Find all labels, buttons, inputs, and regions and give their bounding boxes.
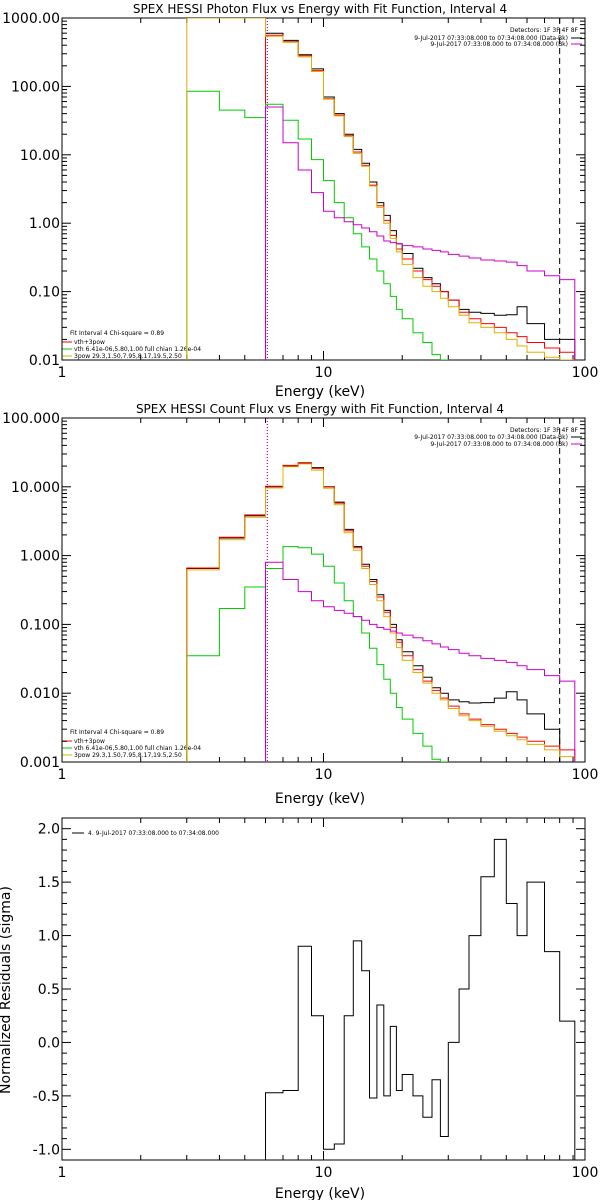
count-flux-panel: SPEX HESSI Count Flux vs Energy with Fit… [2, 402, 598, 807]
series-bk [265, 106, 576, 360]
header-bk: 9-Jul-2017 07:33:08.000 to 07:34:08.000 … [430, 441, 568, 448]
series-vth-3pow [265, 34, 576, 360]
y-tick-label: 0.001 [20, 755, 60, 771]
y-tick-label: 100.000 [2, 411, 60, 427]
y-tick-label: 0.010 [20, 686, 60, 702]
y-tick-label: 1.0 [38, 929, 60, 945]
y-tick-label: -0.5 [33, 1089, 60, 1105]
legend-label-total: vth+3pow [74, 738, 105, 745]
legend-label-vth: vth 6.41e-06,5.80,1.00 full chian 1.26e-… [74, 346, 201, 353]
legend-label-total: vth+3pow [74, 339, 105, 346]
series-data-bk [186, 462, 575, 762]
legend-label-vth: vth 6.41e-06,5.80,1.00 full chian 1.26e-… [74, 745, 201, 752]
y-axis-ticks: 100.000 10.000 1.000 0.100 0.010 0.001 [2, 411, 585, 771]
series-3pow [186, 463, 576, 762]
y-tick-label: 0.0 [38, 1035, 60, 1051]
y-tick-label: 0.01 [29, 353, 60, 369]
series-group [186, 18, 576, 360]
legend-fit-info: Fit Interval 4 Chi-square = 0.89 [70, 330, 164, 337]
header-bk: 9-Jul-2017 07:33:08.000 to 07:34:08.000 … [430, 41, 568, 48]
series-group [265, 838, 576, 1160]
series-group [186, 462, 576, 762]
residuals-panel: Normalized Residuals (sigma) 4. 9-Jul-20… [0, 817, 599, 1200]
x-axis-ticks: 1 10 100 [58, 418, 599, 783]
y-tick-label: 1.000 [20, 549, 60, 565]
header-data-bk: 9-Jul-2017 07:33:08.000 to 07:34:08.000 … [414, 434, 568, 441]
x-axis-label: Energy (keV) [275, 1186, 365, 1200]
series-4-9-jul-2017-07-33-08-000-to-07-34-08-000 [265, 838, 576, 1160]
legend: 4. 9-Jul-2017 07:33:08.000 to 07:34:08.0… [72, 830, 219, 837]
y-tick-label: 1000.00 [2, 11, 60, 27]
header-swatches [571, 37, 582, 45]
y-axis-ticks: 2.0 1.5 1.0 0.5 0.0 -0.5 -1.0 [33, 822, 585, 1158]
y-tick-label: 0.5 [38, 982, 60, 998]
series-vth [186, 90, 449, 360]
y-tick-label: -1.0 [33, 1142, 60, 1158]
y-axis-label: Normalized Residuals (sigma) [0, 886, 14, 1094]
y-tick-label: 1.00 [29, 216, 60, 232]
x-tick-label: 100 [572, 767, 599, 783]
legend-label-3pow: 3pow 29.3,1.50,7.95,8.17,19.5,2.50 [74, 353, 182, 360]
x-axis-label: Energy (keV) [275, 791, 365, 807]
series-vth-3pow [186, 462, 576, 762]
legend-fit-info: Fit Interval 4 Chi-square = 0.89 [70, 729, 164, 736]
series-vth [186, 546, 449, 762]
reference-lines [266, 18, 561, 360]
series-data-bk [265, 32, 576, 360]
x-axis-ticks: 1 10 100 [58, 18, 599, 381]
header-data-bk: 9-Jul-2017 07:33:08.000 to 07:34:08.000 … [414, 35, 568, 42]
x-tick-label: 100 [572, 365, 599, 381]
y-tick-label: 0.10 [29, 285, 60, 301]
chart-title: SPEX HESSI Count Flux vs Energy with Fit… [136, 402, 504, 416]
y-tick-label: 1.5 [38, 875, 60, 891]
x-tick-label: 1 [58, 365, 67, 381]
x-tick-label: 1 [58, 1165, 67, 1181]
y-tick-label: 10.00 [20, 148, 60, 164]
x-axis-label: Energy (keV) [275, 384, 365, 400]
x-tick-label: 10 [315, 767, 333, 783]
x-tick-label: 10 [315, 365, 333, 381]
header-swatches [571, 436, 582, 445]
legend-label-residuals: 4. 9-Jul-2017 07:33:08.000 to 07:34:08.0… [88, 830, 219, 837]
x-axis-ticks: 1 10 100 [58, 818, 599, 1181]
legend-label-3pow: 3pow 29.3,1.50,7.95,8.17,19.5,2.50 [74, 752, 182, 759]
x-tick-label: 1 [58, 767, 67, 783]
y-tick-label: 100.00 [11, 79, 60, 95]
series-bk [265, 561, 576, 762]
header-detectors: Detectors: 1F 3F 4F 8F [510, 427, 579, 434]
y-tick-label: 0.100 [20, 617, 60, 633]
photon-flux-panel: SPEX HESSI Photon Flux vs Energy with Fi… [2, 2, 598, 400]
y-tick-label: 10.000 [11, 480, 60, 496]
legend: Fit Interval 4 Chi-square = 0.89 vth+3po… [62, 330, 201, 360]
x-tick-label: 100 [572, 1165, 599, 1181]
header-detectors: Detectors: 1F 3F 4F 8F [510, 27, 579, 34]
chart-title: SPEX HESSI Photon Flux vs Energy with Fi… [133, 2, 507, 16]
legend: Fit Interval 4 Chi-square = 0.89 vth+3po… [62, 729, 201, 759]
x-tick-label: 10 [315, 1165, 333, 1181]
reference-lines [266, 418, 561, 762]
series-3pow [186, 18, 575, 360]
y-tick-label: 2.0 [38, 822, 60, 838]
y-axis-ticks: 1000.00 100.00 10.00 1.00 0.10 0.01 [2, 11, 585, 369]
